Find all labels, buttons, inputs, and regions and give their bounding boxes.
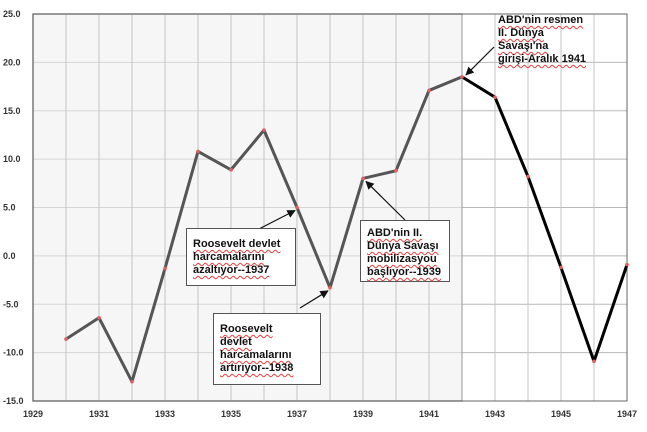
y-tick-label: 0.0: [3, 251, 16, 261]
y-tick-label: 20.0: [3, 57, 21, 67]
annotation-line: harcamalarını: [193, 251, 265, 263]
annotation-line: Savaşı'na: [498, 40, 549, 52]
data-point: [361, 176, 365, 181]
annotation-line: başlıyor--1939: [367, 266, 441, 278]
y-tick-label: 15.0: [3, 106, 21, 116]
data-point: [295, 205, 299, 210]
annotation-line: Roosevelt devlet: [193, 238, 281, 250]
y-tick-label: 25.0: [3, 9, 21, 19]
x-tick-label: 1945: [551, 409, 571, 419]
data-point: [229, 167, 233, 172]
annotation-line: ABD'nin II.: [367, 227, 423, 239]
x-tick-label: 1947: [617, 409, 637, 419]
data-point: [592, 359, 596, 364]
x-tick-label: 1931: [89, 409, 109, 419]
annotation-line: girişi-Aralık 1941: [498, 53, 587, 65]
series-line-war: [461, 75, 629, 363]
annotation-arrows: [256, 46, 495, 309]
annotation-line: devlet: [220, 336, 252, 348]
annotation-arrow-mob-1939: [365, 180, 406, 221]
annotation-raise-1938: Roosevelt devlet harcamalarını artırıyor…: [213, 313, 321, 385]
vertical-grid-lines: [65, 14, 595, 401]
annotation-line: mobilizasyou: [367, 253, 437, 265]
annotation-cut-1937: Roosevelt devlet harcamalarını azaltıyor…: [186, 228, 296, 286]
annotation-mob-1939: ABD'nin II. Dünya Savaşı mobilizasyou ba…: [360, 220, 450, 282]
data-point: [394, 168, 398, 173]
annotation-line: harcamalarını: [220, 349, 292, 361]
y-tick-label: -10.0: [3, 348, 24, 358]
annotation-arrow-raise-1938: [299, 290, 329, 309]
data-point: [427, 88, 431, 93]
data-point: [493, 95, 497, 100]
annotation-line: azaltıyor--1937: [193, 264, 270, 276]
data-point: [328, 286, 332, 290]
annotation-line: ABD'nin resmen: [498, 14, 584, 26]
x-tick-label: 1933: [155, 409, 175, 419]
data-point: [526, 174, 530, 179]
annotation-arrow-ww2-entry: [465, 46, 495, 76]
data-point: [460, 75, 464, 79]
x-tick-label: 1939: [353, 409, 373, 419]
plot-frame: [32, 13, 628, 402]
data-point: [97, 315, 101, 320]
annotation-line: Dünya Savaşı: [367, 240, 439, 252]
x-tick-label: 1935: [221, 409, 241, 419]
data-point: [559, 265, 563, 270]
annotation-arrow-cut-1937: [256, 209, 296, 231]
y-tick-label: -15.0: [3, 396, 24, 406]
data-point: [196, 149, 200, 154]
data-point: [64, 337, 68, 341]
annotation-ww2-entry: ABD'nin resmen II. Dünya Savaşı'na giriş…: [498, 14, 638, 66]
y-tick-label: 10.0: [3, 154, 21, 164]
data-point: [163, 266, 167, 271]
y-tick-label: -5.0: [3, 299, 19, 309]
data-point: [262, 128, 266, 132]
x-tick-label: 1929: [23, 409, 43, 419]
x-tick-label: 1937: [287, 409, 307, 419]
x-tick-label: 1943: [485, 409, 505, 419]
y-axis-ticks: 25.0 20.0 15.0 10.0 5.0 0.0 -5.0 -10.0 -15.0: [3, 9, 24, 406]
series-markers: [64, 75, 629, 384]
y-tick-label: 5.0: [3, 203, 16, 213]
annotation-line: Roosevelt: [220, 323, 273, 335]
data-point: [130, 379, 134, 384]
x-axis-ticks: 1929 1931 1933 1935 1937 1939 1941 1943 1945 1947: [23, 409, 637, 419]
annotation-line: II. Dünya: [498, 27, 544, 39]
x-tick-label: 1941: [419, 409, 439, 419]
annotation-line: artırıyor--1938: [220, 362, 294, 374]
data-point: [625, 262, 629, 267]
